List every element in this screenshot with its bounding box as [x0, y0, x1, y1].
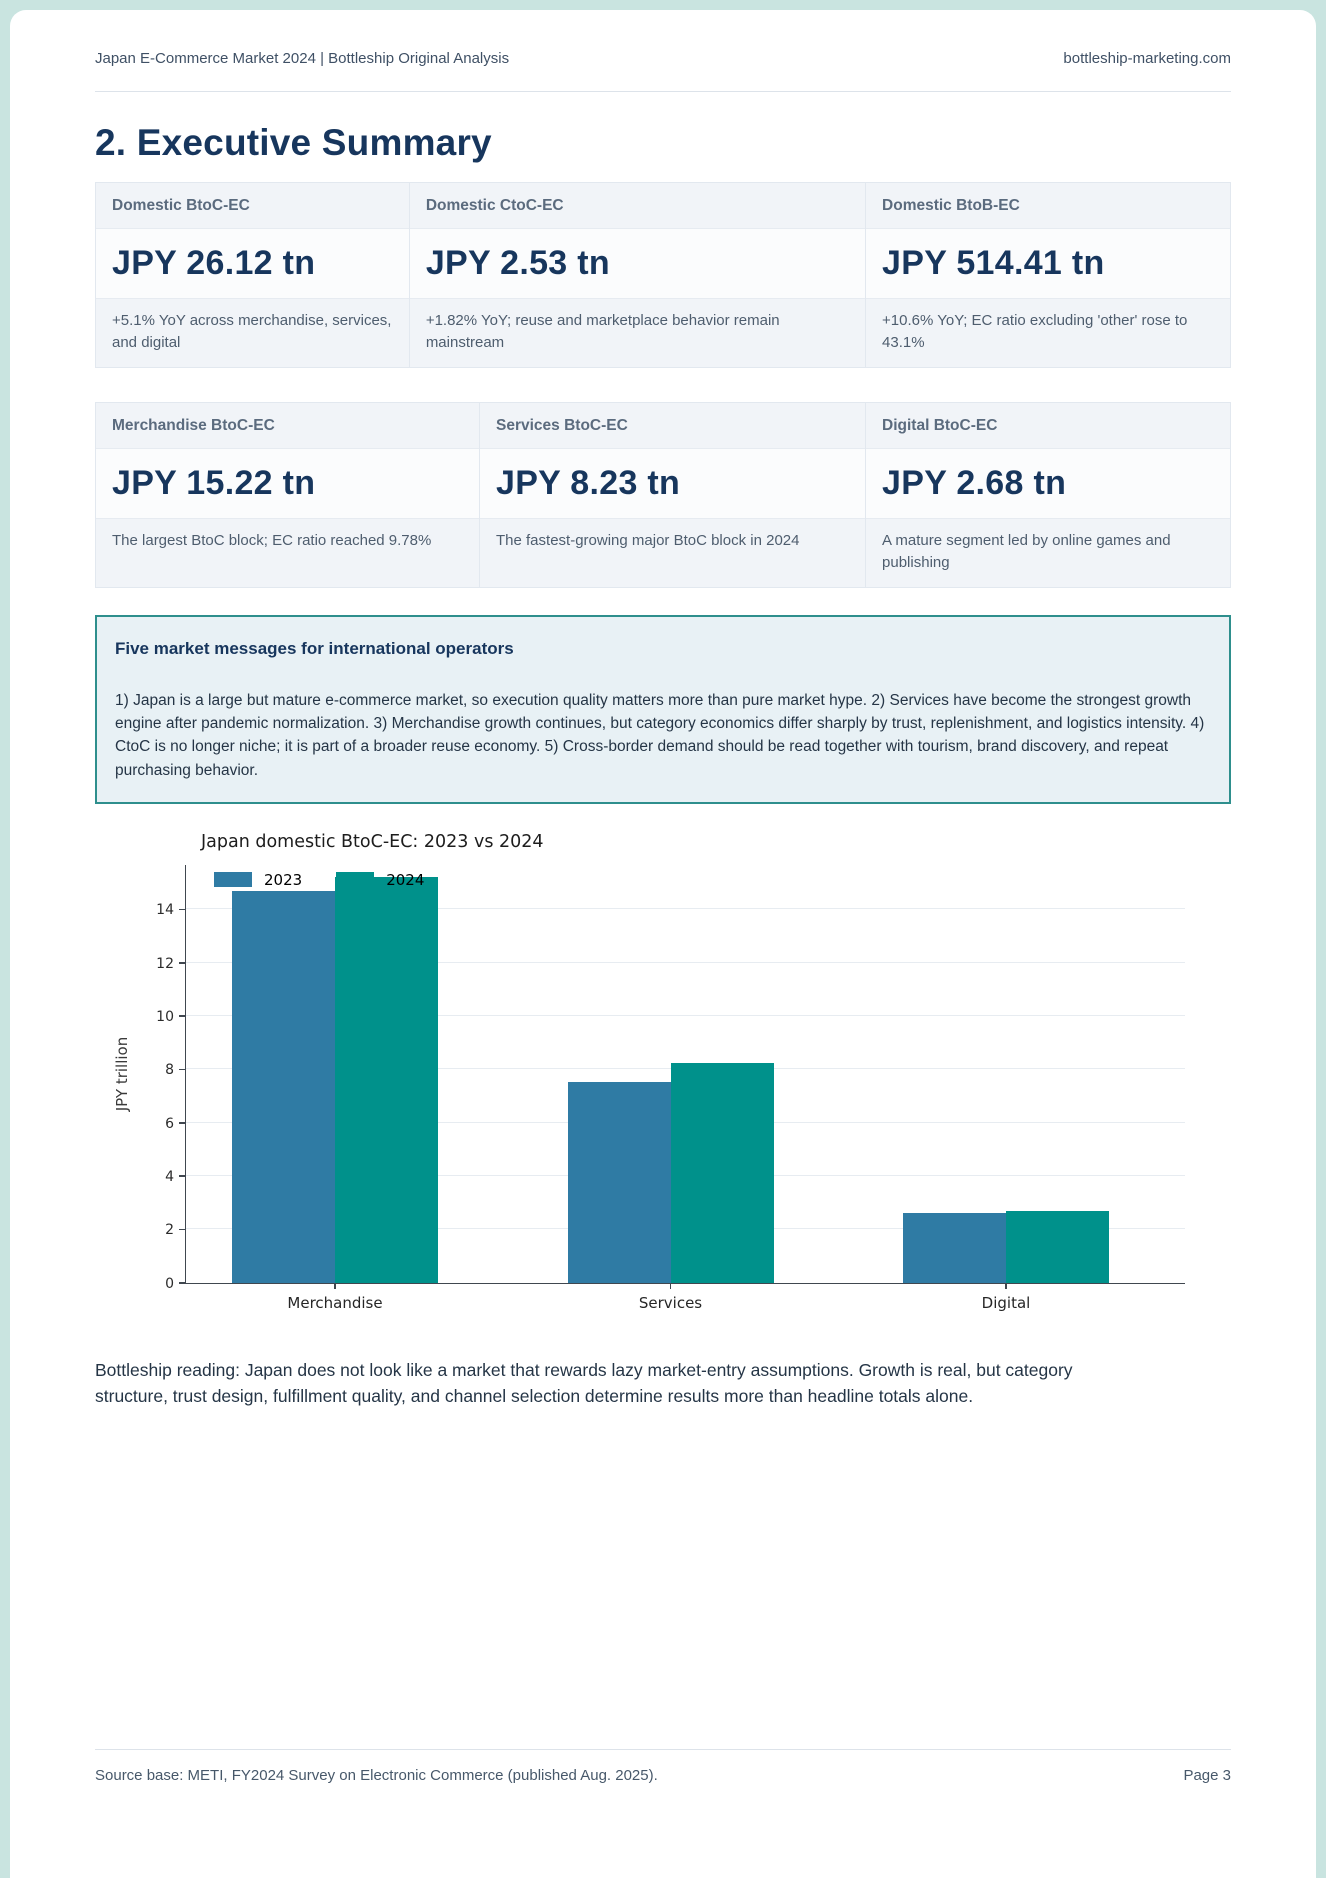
y-tick-mark [179, 961, 186, 964]
x-tick-mark [669, 1282, 672, 1289]
btoc-comparison-chart: Japan domestic BtoC-EC: 2023 vs 2024 JPY… [95, 831, 1231, 1312]
footer-page-number: Page 3 [1183, 1767, 1231, 1785]
kpi-note: The largest BtoC block; EC ratio reached… [96, 519, 479, 587]
legend-swatch-2024 [336, 872, 375, 888]
kpi-value: JPY 2.68 tn [866, 448, 1230, 519]
footer-divider [95, 1749, 1231, 1751]
x-tick-label-digital: Digital [981, 1293, 1031, 1312]
legend-swatch-2023 [214, 872, 252, 888]
kpi-value: JPY 514.41 tn [866, 228, 1230, 299]
kpi-row-1: Domestic BtoC-EC JPY 26.12 tn +5.1% YoY … [95, 182, 1231, 368]
kpi-label: Domestic BtoB-EC [866, 183, 1230, 228]
y-tick-mark [179, 1068, 186, 1071]
x-tick-label-services: Services [638, 1293, 703, 1312]
kpi-label: Services BtoC-EC [480, 403, 866, 448]
y-tick-mark [179, 1175, 186, 1178]
y-tick-mark [179, 1015, 186, 1017]
x-tick-mark [1005, 1282, 1007, 1289]
kpi-value: JPY 15.22 tn [96, 448, 479, 519]
y-tick-label: 10 [156, 1008, 174, 1025]
header-site: bottleship-marketing.com [1063, 50, 1231, 67]
report-page: Japan E-Commerce Market 2024 | Bottleshi… [10, 10, 1316, 1878]
chart-legend: 2023 2024 [214, 871, 424, 889]
kpi-note: +10.6% YoY; EC ratio excluding 'other' r… [866, 299, 1230, 367]
y-tick-label: 0 [165, 1275, 174, 1292]
kpi-label: Digital BtoC-EC [866, 403, 1230, 448]
kpi-note: A mature segment led by online games and… [866, 519, 1230, 587]
bar-2024-services [670, 1063, 774, 1283]
y-tick-mark [179, 1282, 186, 1284]
header-divider [95, 91, 1231, 92]
y-tick-label: 4 [165, 1169, 174, 1186]
x-tick-label-merchandise: Merchandise [287, 1293, 383, 1312]
y-tick-label: 2 [165, 1222, 174, 1239]
kpi-label: Domestic BtoC-EC [96, 183, 409, 228]
kpi-value: JPY 8.23 tn [480, 448, 866, 519]
callout-body: 1) Japan is a large but mature e-commerc… [115, 692, 1205, 779]
kpi-note: The fastest-growing major BtoC block in … [480, 519, 866, 587]
bar-2023-digital [903, 1212, 1006, 1283]
kpi-note: +5.1% YoY across merchandise, services, … [96, 299, 409, 367]
page-header: Japan E-Commerce Market 2024 | Bottleshi… [95, 10, 1231, 67]
footer-source: Source base: METI, FY2024 Survey on Elec… [95, 1767, 658, 1785]
bar-2024-digital [1006, 1211, 1109, 1283]
kpi-row-2: Merchandise BtoC-EC JPY 15.22 tn The lar… [95, 402, 1231, 588]
bar-2023-merchandise [232, 891, 335, 1283]
market-messages-callout: Five market messages for international o… [95, 615, 1231, 804]
y-tick-mark [179, 1122, 186, 1124]
bottleship-reading: Bottleship reading: Japan does not look … [95, 1359, 1073, 1406]
kpi-card-domestic-ctoc: Domestic CtoC-EC JPY 2.53 tn +1.82% YoY;… [408, 183, 866, 367]
kpi-note: +1.82% YoY; reuse and marketplace behavi… [409, 299, 866, 367]
gridline-y-12 [186, 961, 1185, 963]
kpi-card-domestic-btoc: Domestic BtoC-EC JPY 26.12 tn +5.1% YoY … [96, 183, 409, 367]
gridline-y-10 [186, 1014, 1185, 1016]
x-tick-mark [334, 1282, 336, 1289]
gridline-y-14 [186, 908, 1185, 910]
kpi-card-services-btoc: Services BtoC-EC JPY 8.23 tn The fastest… [479, 403, 866, 587]
y-tick-label: 12 [156, 955, 174, 972]
kpi-card-domestic-btob: Domestic BtoB-EC JPY 514.41 tn +10.6% Yo… [865, 183, 1230, 367]
y-axis-label: JPY trillion [113, 1036, 131, 1112]
y-tick-label: 8 [165, 1062, 174, 1079]
y-tick-label: 6 [165, 1115, 174, 1132]
header-title: Japan E-Commerce Market 2024 | Bottleshi… [95, 50, 510, 67]
kpi-label: Domestic CtoC-EC [409, 183, 866, 228]
y-tick-label: 14 [156, 902, 174, 919]
callout-title: Five market messages for international o… [115, 639, 514, 658]
legend-item-2023: 2023 [214, 871, 302, 889]
kpi-card-digital-btoc: Digital BtoC-EC JPY 2.68 tn A mature seg… [865, 403, 1230, 587]
chart-title: Japan domestic BtoC-EC: 2023 vs 2024 [201, 831, 544, 852]
legend-label-2024: 2024 [386, 870, 425, 889]
legend-label-2023: 2023 [264, 870, 303, 889]
kpi-card-merchandise-btoc: Merchandise BtoC-EC JPY 15.22 tn The lar… [96, 403, 479, 587]
y-tick-mark [179, 908, 186, 911]
legend-item-2024: 2024 [336, 871, 424, 889]
chart-plot-area: JPY trillion 2023 2024 0 2 4 6 8 10 12 14 Merchan… [113, 864, 1185, 1312]
section-title: 2. Executive Summary [95, 122, 492, 163]
kpi-label: Merchandise BtoC-EC [96, 403, 479, 448]
bar-2023-services [567, 1081, 671, 1283]
kpi-value: JPY 2.53 tn [409, 228, 866, 299]
bar-2024-merchandise [335, 876, 438, 1283]
page-footer: Source base: METI, FY2024 Survey on Elec… [95, 1767, 1231, 1784]
kpi-value: JPY 26.12 tn [96, 228, 409, 299]
y-tick-mark [179, 1228, 186, 1231]
